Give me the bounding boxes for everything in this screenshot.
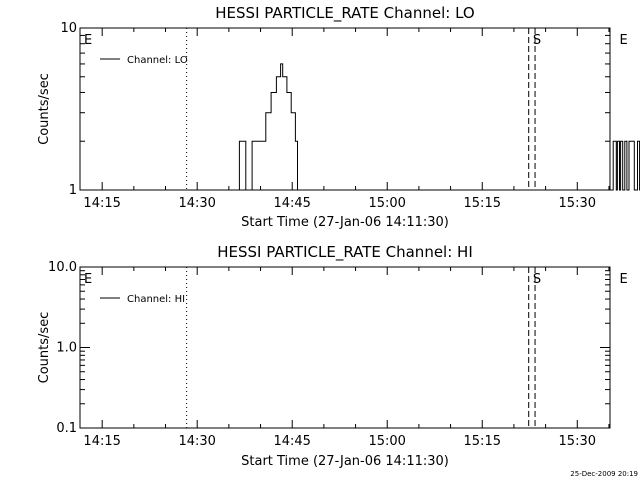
- y-tick-label: 0.1: [56, 421, 77, 436]
- x-axis-label: Start Time (27-Jan-06 14:11:30): [241, 454, 449, 469]
- legend-label: Channel: LO: [127, 55, 188, 66]
- x-axis-label: Start Time (27-Jan-06 14:11:30): [241, 215, 449, 230]
- event-marker-label: E: [84, 33, 92, 48]
- x-tick-label: 15:15: [464, 196, 501, 211]
- event-marker-label: E: [84, 272, 92, 287]
- event-marker-label: S: [533, 272, 541, 287]
- chart-title: HESSI PARTICLE_RATE Channel: LO: [215, 4, 474, 23]
- event-marker-label: S: [533, 33, 541, 48]
- x-tick-label: 15:30: [559, 196, 596, 211]
- y-axis-label: Counts/sec: [37, 73, 52, 145]
- y-axis-label: Counts/sec: [37, 312, 52, 384]
- x-tick-label: 14:45: [273, 434, 310, 449]
- x-tick-label: 14:30: [178, 434, 215, 449]
- x-tick-label: 15:00: [368, 434, 405, 449]
- event-marker-label: E: [620, 272, 628, 287]
- y-tick-label: 10: [60, 21, 77, 36]
- legend-label: Channel: HI: [127, 294, 185, 305]
- series-line: [80, 63, 640, 191]
- y-tick-label: 1: [69, 183, 77, 198]
- chart-title: HESSI PARTICLE_RATE Channel: HI: [217, 243, 473, 262]
- x-tick-label: 14:45: [273, 196, 310, 211]
- x-tick-label: 14:15: [83, 434, 120, 449]
- x-tick-label: 14:15: [83, 196, 120, 211]
- y-tick-label: 1.0: [56, 341, 77, 356]
- x-tick-label: 15:30: [559, 434, 596, 449]
- render-timestamp: 25-Dec-2009 20:19: [570, 470, 638, 478]
- x-tick-label: 15:00: [368, 196, 405, 211]
- event-marker-label: E: [620, 33, 628, 48]
- x-tick-label: 15:15: [464, 434, 501, 449]
- x-tick-label: 14:30: [178, 196, 215, 211]
- chart-panel-lo: HESSI PARTICLE_RATE Channel: LO 1 10 Counts…: [37, 4, 640, 230]
- chart-panel-hi: HESSI PARTICLE_RATE Channel: HI 0.1 1.0 10.…: [37, 243, 628, 469]
- y-tick-label: 10.0: [48, 260, 77, 275]
